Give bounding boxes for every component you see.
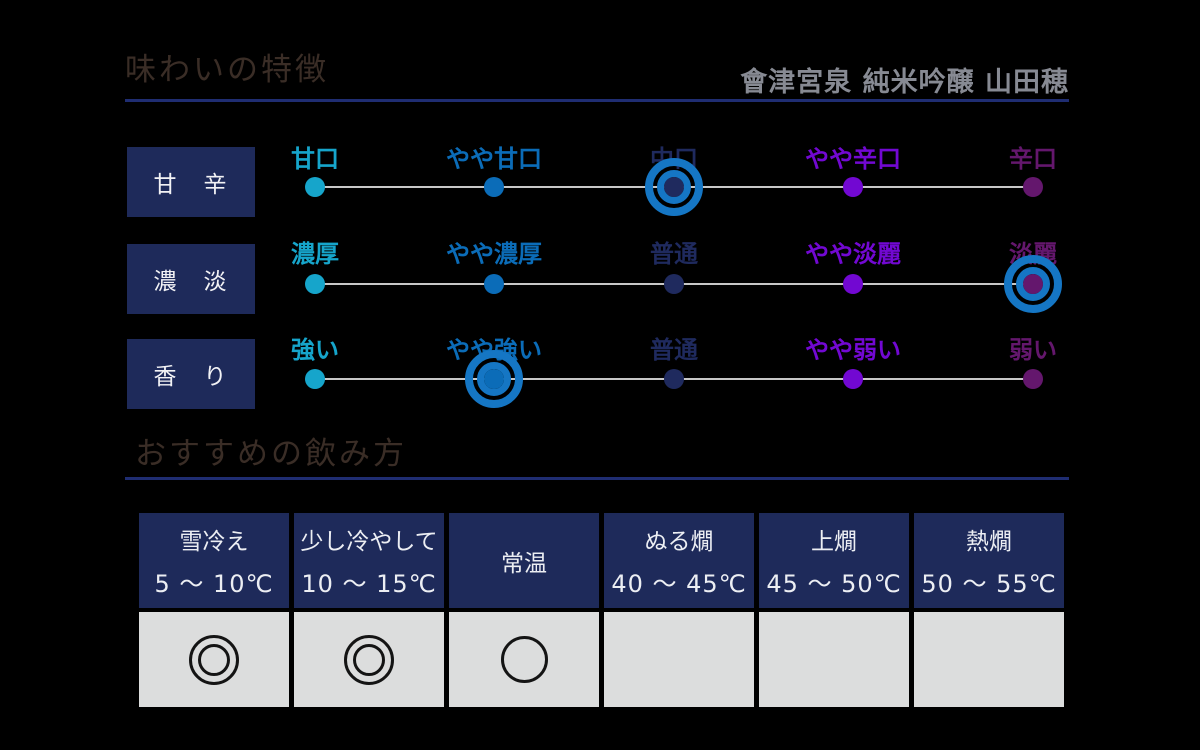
selected-marker-inner-ring [1016,267,1050,301]
scale-option-label: 濃厚 [291,240,339,268]
serving-rating-cell [294,612,444,707]
scale-option-dot [664,274,684,294]
serving-style-name: 雪冷え [179,529,249,555]
serving-style-name: 常温 [501,550,547,577]
scale-option-dot [843,274,863,294]
scale-option-label: やや辛口 [805,145,901,173]
double-circle-mark-inner [198,643,230,676]
scale-axis-label: 香 り [127,339,255,409]
scale-option-label: 普通 [650,336,698,364]
serving-rating-cell [449,612,599,707]
scale-option-label: 弱い [1009,336,1057,364]
circle-mark [500,636,548,683]
scale-option-label: 強い [291,336,339,364]
serving-header-cell: 常温 [449,513,599,608]
serving-temp-range: 45 ～ 50℃ [766,570,902,598]
scale-option-dot [843,177,863,197]
selected-marker-inner-ring [477,362,511,396]
drinking-section-divider [125,477,1069,480]
scale-option-dot [305,274,325,294]
serving-header-cell: 雪冷え 5 ～ 10℃ [139,513,289,608]
scale-option-label: 普通 [650,240,698,268]
serving-temp-range: 50 ～ 55℃ [921,570,1057,598]
double-circle-mark [344,634,394,685]
scale-option-label: やや弱い [805,336,901,364]
serving-header-cell: 上燗 45 ～ 50℃ [759,513,909,608]
scale-option-dot [305,369,325,389]
scale-option-label: やや淡麗 [805,240,901,268]
serving-header-cell: 少し冷やして 10 ～ 15℃ [294,513,444,608]
serving-style-name: 少し冷やして [300,529,438,555]
serving-rating-cell [759,612,909,707]
scale-option-label: 辛口 [1009,145,1057,173]
scale-option-dot [484,177,504,197]
serving-temp-range: 5 ～ 10℃ [154,570,274,598]
selected-marker-inner-ring [657,170,691,204]
scale-option-label: 甘口 [291,145,339,173]
scale-option-dot [484,274,504,294]
taste-section-divider [125,99,1069,102]
scale-option-dot [1023,177,1043,197]
selected-marker-outer-ring [465,350,523,408]
serving-temp-range: 10 ～ 15℃ [301,570,437,598]
scale-option-dot [1023,369,1043,389]
serving-style-name: 熱燗 [966,529,1012,555]
scale-option-label: やや甘口 [446,145,542,173]
serving-rating-cell [139,612,289,707]
serving-style-name: 上燗 [811,529,857,555]
serving-header-cell: 熱燗 50 ～ 55℃ [914,513,1064,608]
scale-option-label: やや濃厚 [446,240,542,268]
serving-rating-cell [914,612,1064,707]
serving-header-cell: ぬる燗 40 ～ 45℃ [604,513,754,608]
scale-option-dot [843,369,863,389]
scale-option-dot [664,369,684,389]
product-name: 會津宮泉 純米吟醸 山田穂 [740,67,1069,98]
scale-option-dot [305,177,325,197]
serving-style-name: ぬる燗 [644,529,714,555]
scale-axis-label: 甘 辛 [127,147,255,217]
drinking-section-title: おすすめの飲み方 [135,436,407,472]
double-circle-mark-inner [353,643,385,676]
selected-marker-outer-ring [1004,255,1062,313]
taste-section-title: 味わいの特徴 [125,52,329,88]
scale-axis-label: 濃 淡 [127,244,255,314]
selected-marker-outer-ring [645,158,703,216]
serving-temp-range: 40 ～ 45℃ [611,570,747,598]
serving-rating-cell [604,612,754,707]
double-circle-mark [189,634,239,685]
